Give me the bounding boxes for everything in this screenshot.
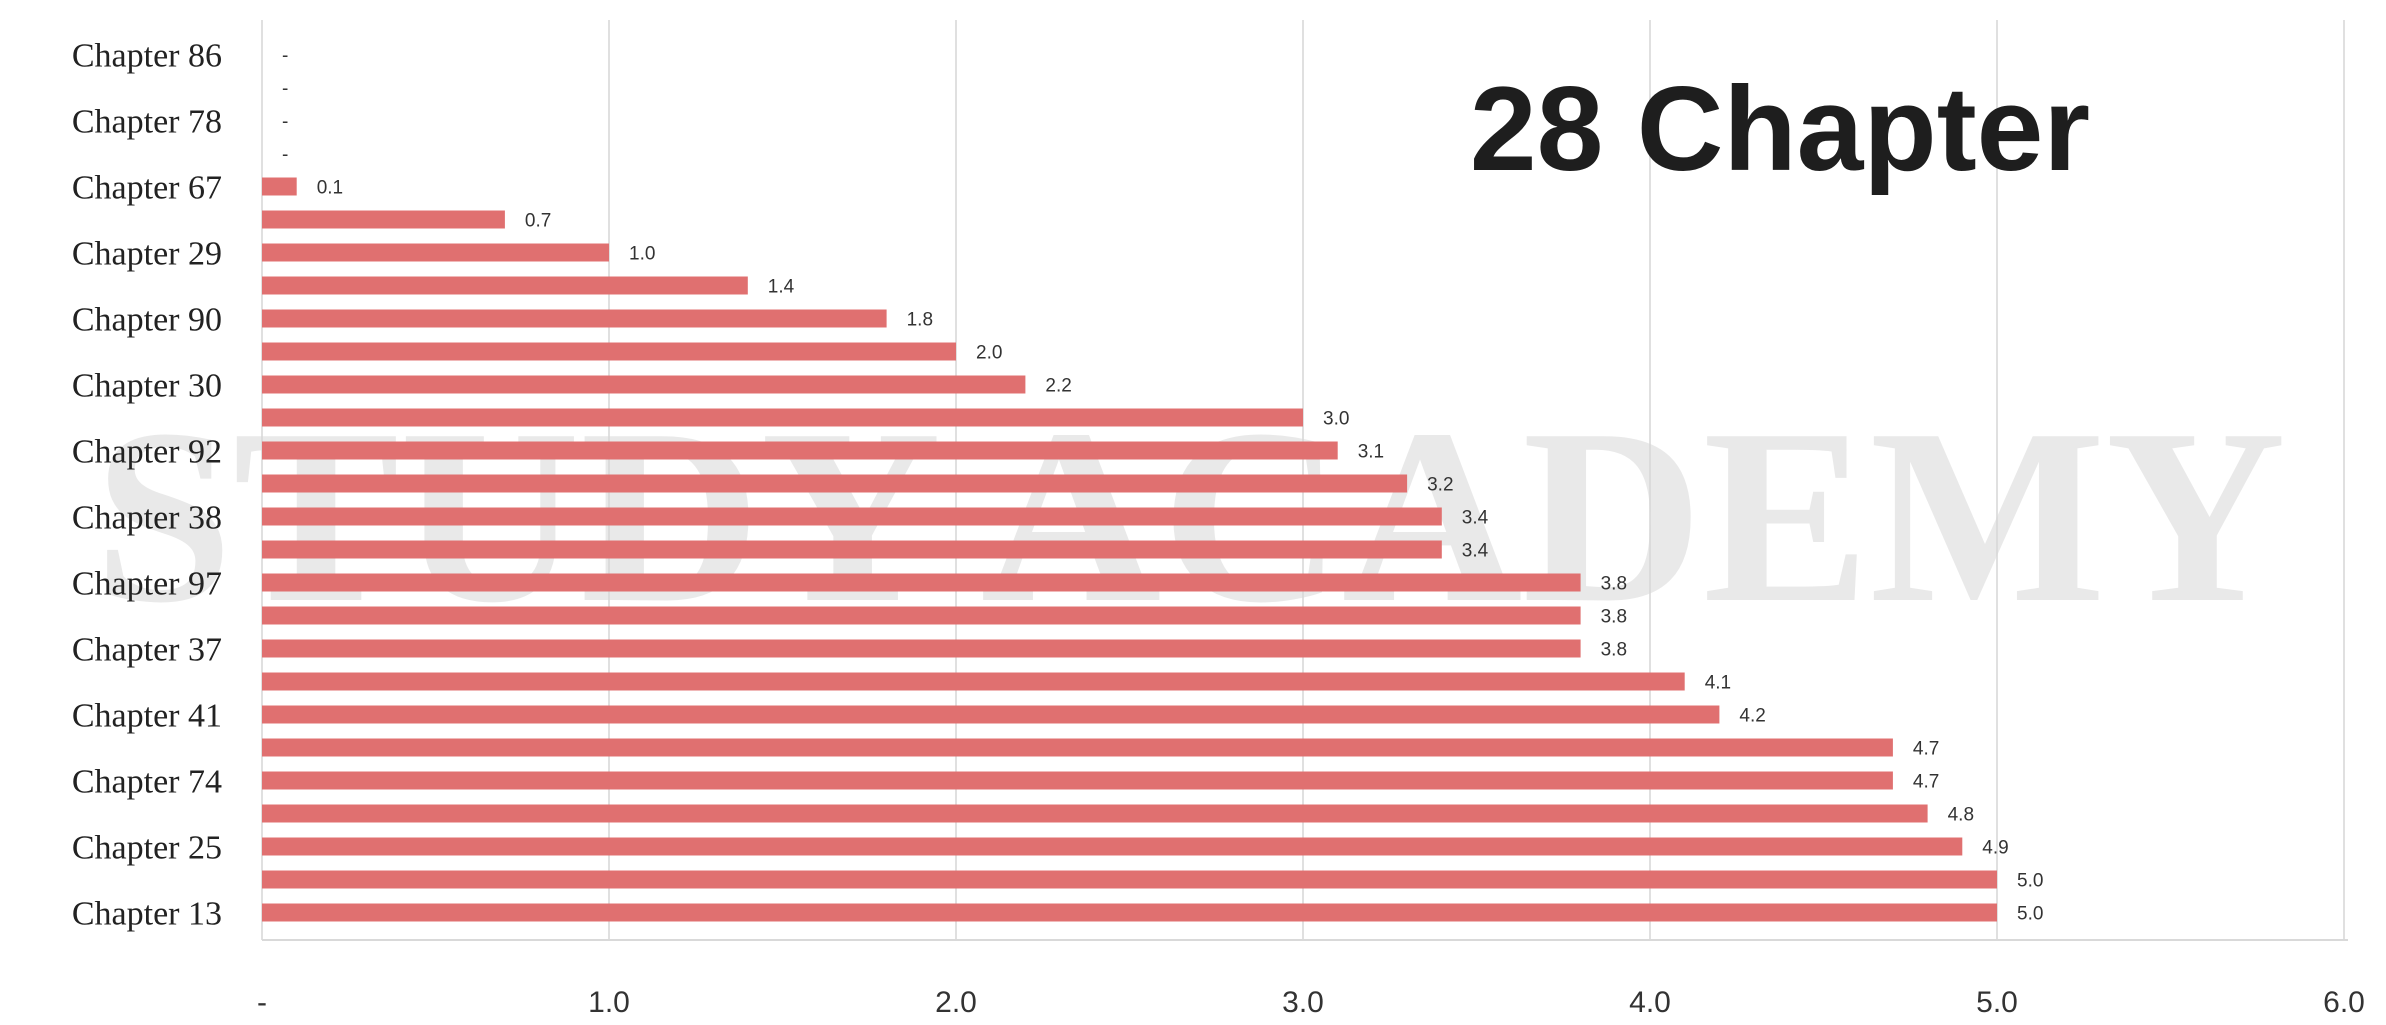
data-label-26: 5.0 [2017,904,2043,925]
bar-8 [262,309,887,328]
category-label-6: Chapter 29 [72,236,222,273]
category-label-12: Chapter 92 [72,434,222,471]
data-label-19: 4.1 [1705,673,1731,694]
bar-10 [262,375,1026,394]
data-labels-group: - - - - 0.1 0.7 1.0 1.4 1.8 2.0 2.2 3.0 3.1 3.2 3.4 3.4… [282,46,2043,925]
category-label-24: Chapter 25 [72,830,222,867]
data-label-5: 0.7 [525,211,551,232]
bar-6 [262,243,609,262]
data-label-8: 1.8 [907,310,933,331]
data-label-13: 3.2 [1427,475,1453,496]
data-label-24: 4.9 [1982,838,2008,859]
bar-4 [262,177,297,196]
bar-7 [262,276,748,295]
bar-23 [262,804,1928,823]
category-labels-group: Chapter 86 Chapter 78 Chapter 67 Chapter 29… [72,38,222,933]
bar-12 [262,441,1338,460]
bar-26 [262,903,1997,922]
bar-15 [262,540,1442,559]
bar-13 [262,474,1408,493]
category-label-2: Chapter 78 [72,104,222,141]
bar-16 [262,573,1581,592]
data-label-9: 2.0 [976,343,1002,364]
x-tick-labels-group: - 1.0 2.0 3.0 4.0 5.0 6.0 [257,986,2365,1019]
bar-21 [262,738,1893,757]
bar-20 [262,705,1720,724]
bar-25 [262,870,1997,889]
data-label-16: 3.8 [1601,574,1627,595]
bars-group [262,177,1997,922]
data-label-3: - [282,145,288,166]
category-label-18: Chapter 37 [72,632,222,669]
category-label-10: Chapter 30 [72,368,222,405]
category-label-16: Chapter 97 [72,566,222,603]
data-label-17: 3.8 [1601,607,1627,628]
data-label-1: - [282,79,288,100]
x-tick-label-2: 2.0 [935,986,977,1019]
bar-24 [262,837,1963,856]
data-label-6: 1.0 [629,244,655,265]
bar-17 [262,606,1581,625]
bar-18 [262,639,1581,658]
bar-19 [262,672,1685,691]
data-label-15: 3.4 [1462,541,1489,562]
data-label-20: 4.2 [1739,706,1765,727]
x-tick-label-3: 3.0 [1282,986,1324,1019]
data-label-18: 3.8 [1601,640,1627,661]
x-tick-label-0: - [257,986,267,1019]
bar-11 [262,408,1303,427]
category-label-8: Chapter 90 [72,302,222,339]
x-tick-label-6: 6.0 [2323,986,2365,1019]
x-tick-label-4: 4.0 [1629,986,1671,1019]
data-label-21: 4.7 [1913,739,1939,760]
data-label-12: 3.1 [1358,442,1384,463]
bar-14 [262,507,1442,526]
data-label-7: 1.4 [768,277,795,298]
category-label-20: Chapter 41 [72,698,222,735]
category-label-22: Chapter 74 [72,764,222,801]
bar-22 [262,771,1893,790]
data-label-11: 3.0 [1323,409,1349,430]
chart-title: 28 Chapter [1470,62,2090,196]
data-label-2: - [282,112,288,133]
category-label-26: Chapter 13 [72,896,222,933]
data-label-0: - [282,46,288,67]
data-label-25: 5.0 [2017,871,2043,892]
x-tick-label-5: 5.0 [1976,986,2018,1019]
x-tick-label-1: 1.0 [588,986,630,1019]
data-label-4: 0.1 [317,178,343,199]
data-label-23: 4.8 [1948,805,1974,826]
category-label-14: Chapter 38 [72,500,222,537]
category-label-0: Chapter 86 [72,38,222,75]
data-label-14: 3.4 [1462,508,1489,529]
category-label-4: Chapter 67 [72,170,222,207]
data-label-22: 4.7 [1913,772,1939,793]
bar-9 [262,342,956,361]
data-label-10: 2.2 [1045,376,1071,397]
bar-5 [262,210,505,229]
